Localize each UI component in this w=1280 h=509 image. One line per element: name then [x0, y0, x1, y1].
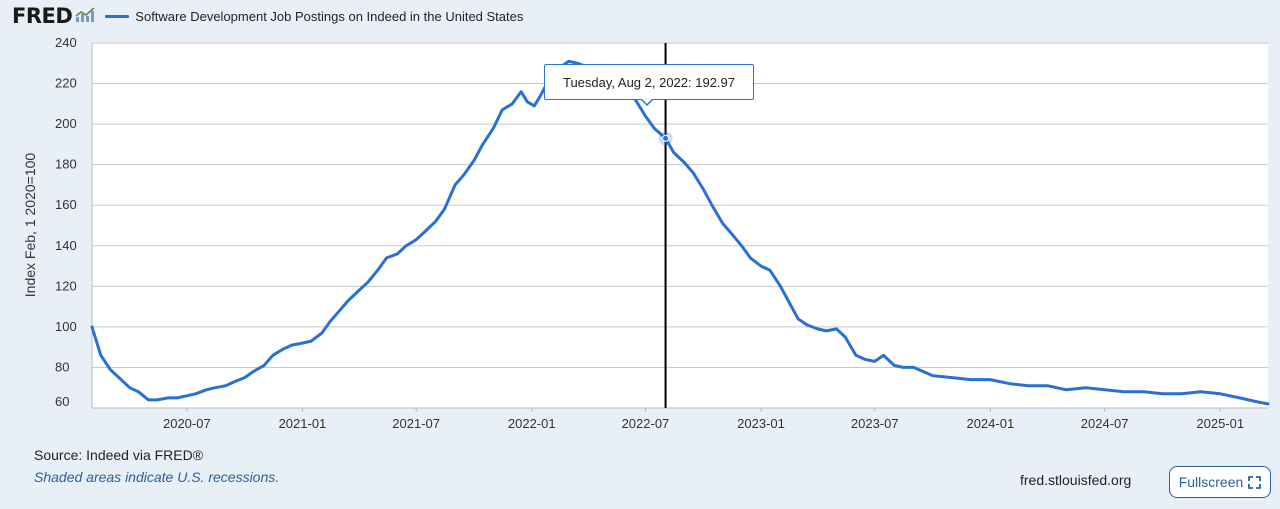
x-tick-label: 2022-01 [508, 416, 556, 431]
fullscreen-button[interactable]: Fullscreen [1169, 466, 1271, 498]
x-tick-label: 2023-01 [737, 416, 785, 431]
recession-note: Shaded areas indicate U.S. recessions. [34, 469, 280, 485]
y-tick-label: 160 [55, 197, 77, 212]
x-tick-label: 2024-07 [1081, 416, 1129, 431]
y-tick-label: 120 [55, 278, 77, 293]
fullscreen-label: Fullscreen [1178, 474, 1244, 490]
y-tick-label: 240 [55, 35, 77, 50]
legend-series-title: Software Development Job Postings on Ind… [135, 8, 524, 24]
hover-tooltip: Tuesday, Aug 2, 2022: 192.97 [544, 64, 754, 100]
y-tick-label: 80 [55, 359, 69, 374]
x-tick-label: 2025-01 [1196, 416, 1244, 431]
site-link[interactable]: fred.stlouisfed.org [1020, 472, 1132, 488]
tooltip-text: Tuesday, Aug 2, 2022: 192.97 [562, 74, 736, 90]
tooltip-pointer-fill [641, 98, 653, 104]
x-tick-label: 2022-07 [622, 416, 670, 431]
source-note: Source: Indeed via FRED® [34, 447, 204, 463]
x-tick-label: 2023-07 [851, 416, 899, 431]
y-tick-label: 220 [55, 76, 77, 91]
y-tick-label: 100 [55, 319, 77, 334]
x-tick-label: 2021-01 [279, 416, 327, 431]
logo-graph-icon [75, 4, 97, 28]
y-tick-label: 60 [55, 394, 69, 409]
x-tick-label: 2021-07 [392, 416, 440, 431]
y-tick-label: 180 [55, 157, 77, 172]
chart-header: FRED Software Development Job Postings o… [12, 4, 523, 28]
chart-legend[interactable]: Software Development Job Postings on Ind… [105, 9, 523, 24]
legend-line-icon [105, 14, 130, 18]
y-tick-label: 200 [55, 116, 77, 131]
fred-logo[interactable]: FRED [12, 4, 97, 28]
y-tick-label: 140 [55, 238, 77, 253]
logo-text: FRED [12, 4, 73, 28]
expand-icon [1248, 475, 1262, 489]
x-tick-label: 2024-01 [966, 416, 1014, 431]
x-tick-label: 2020-07 [163, 416, 211, 431]
hover-marker [662, 134, 670, 142]
